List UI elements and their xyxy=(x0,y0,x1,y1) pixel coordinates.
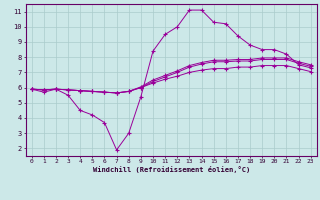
X-axis label: Windchill (Refroidissement éolien,°C): Windchill (Refroidissement éolien,°C) xyxy=(92,166,250,173)
